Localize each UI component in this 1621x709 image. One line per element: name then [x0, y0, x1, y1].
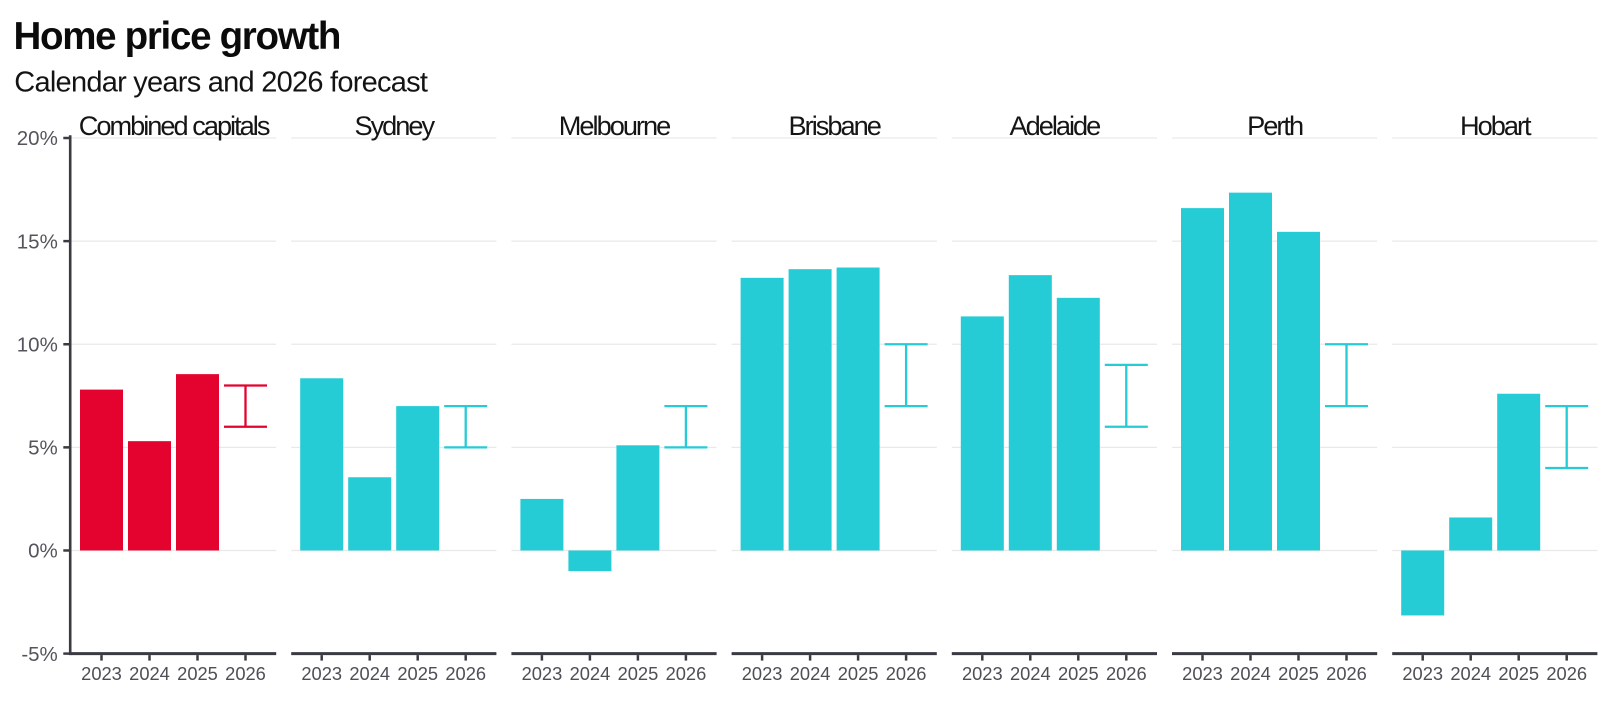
svg-text:2025: 2025 — [397, 663, 438, 684]
svg-text:2023: 2023 — [522, 663, 563, 684]
svg-text:2024: 2024 — [129, 663, 170, 684]
svg-text:2023: 2023 — [1182, 663, 1223, 684]
svg-text:2024: 2024 — [349, 663, 390, 684]
svg-text:Melbourne: Melbourne — [559, 110, 670, 141]
svg-text:Home price growth: Home price growth — [14, 15, 341, 58]
svg-text:2025: 2025 — [177, 663, 218, 684]
svg-text:2024: 2024 — [1230, 663, 1271, 684]
svg-text:2024: 2024 — [1450, 663, 1491, 684]
svg-text:2026: 2026 — [1326, 663, 1367, 684]
svg-text:15%: 15% — [17, 230, 58, 253]
svg-text:Adelaide: Adelaide — [1009, 110, 1100, 141]
svg-text:2023: 2023 — [81, 663, 122, 684]
svg-text:Brisbane: Brisbane — [789, 110, 881, 141]
svg-text:5%: 5% — [28, 437, 58, 460]
svg-text:2025: 2025 — [1058, 663, 1099, 684]
svg-text:Sydney: Sydney — [354, 110, 435, 141]
svg-text:2026: 2026 — [1106, 663, 1147, 684]
svg-text:2026: 2026 — [445, 663, 486, 684]
svg-text:2023: 2023 — [1402, 663, 1443, 684]
svg-text:2026: 2026 — [1546, 663, 1587, 684]
svg-text:Combined capitals: Combined capitals — [79, 110, 270, 141]
svg-text:2024: 2024 — [570, 663, 611, 684]
svg-text:2025: 2025 — [1498, 663, 1539, 684]
svg-text:0%: 0% — [28, 540, 58, 563]
svg-text:2026: 2026 — [886, 663, 927, 684]
svg-text:2024: 2024 — [1010, 663, 1051, 684]
svg-text:Perth: Perth — [1247, 110, 1303, 141]
svg-text:Hobart: Hobart — [1460, 110, 1532, 141]
svg-text:2026: 2026 — [225, 663, 266, 684]
svg-text:20%: 20% — [17, 127, 58, 150]
svg-text:Calendar years and 2026 foreca: Calendar years and 2026 forecast — [14, 67, 428, 99]
svg-text:10%: 10% — [17, 333, 58, 356]
svg-text:2025: 2025 — [1278, 663, 1319, 684]
svg-text:2026: 2026 — [666, 663, 707, 684]
svg-text:2025: 2025 — [618, 663, 659, 684]
svg-text:2025: 2025 — [838, 663, 879, 684]
svg-text:2024: 2024 — [790, 663, 831, 684]
svg-text:2023: 2023 — [962, 663, 1003, 684]
svg-text:2023: 2023 — [742, 663, 783, 684]
svg-text:2023: 2023 — [301, 663, 342, 684]
svg-text:-5%: -5% — [21, 643, 57, 666]
